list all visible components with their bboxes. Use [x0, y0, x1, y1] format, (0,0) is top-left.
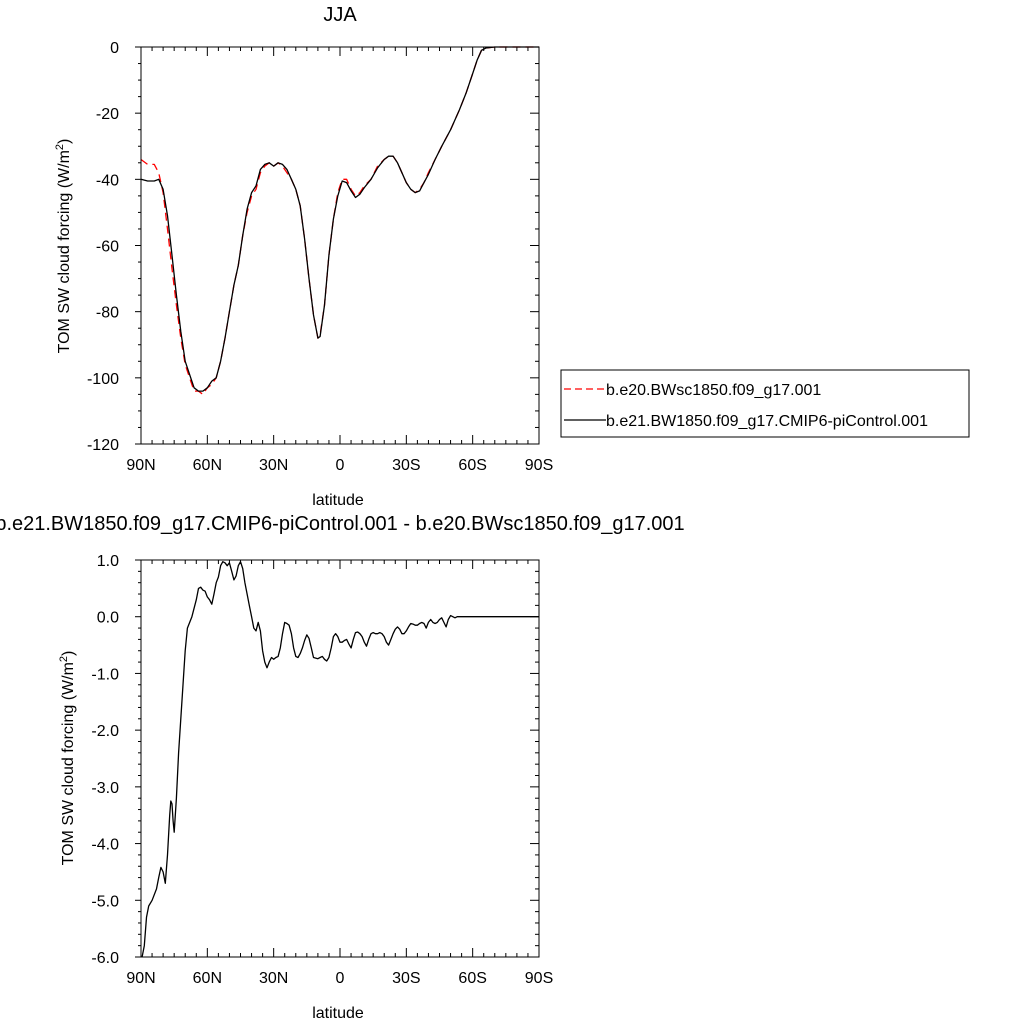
top-x-tick-label: 30N — [259, 457, 288, 474]
top-x-tick-label: 0 — [336, 457, 345, 474]
legend-item-2: b.e21.BW1850.f09_g17.CMIP6-piControl.001 — [606, 413, 928, 430]
bottom-x-tick-label: 30N — [259, 970, 288, 987]
top-y-tick-label: -60 — [96, 239, 119, 256]
top-x-tick-label: 90N — [126, 457, 155, 474]
top-y-tick-label: -40 — [96, 172, 119, 189]
bottom-x-tick-label: 0 — [336, 970, 345, 987]
top-y-tick-label: -20 — [96, 106, 119, 123]
bottom-y-tick-label: -5.0 — [91, 893, 119, 910]
top-x-tick-label: 90S — [525, 457, 553, 474]
bottom-y-tick-label: -4.0 — [91, 837, 119, 854]
bottom-plot-lines — [141, 561, 539, 958]
bottom-y-tick-label: -2.0 — [91, 723, 119, 740]
top-y-tick-label: -120 — [87, 437, 119, 454]
bottom-y-axis-label: TOM SW cloud forcing (W/m2) — [58, 651, 77, 866]
bottom-series-line-1 — [141, 561, 539, 958]
bottom-y-tick-label: 0.0 — [97, 610, 119, 627]
top-x-axis-label: latitude — [312, 492, 364, 509]
bottom-y-tick-label: 1.0 — [97, 553, 119, 570]
bottom-x-tick-label: 30S — [392, 970, 420, 987]
legend-item-1: b.e20.BWsc1850.f09_g17.001 — [606, 382, 821, 399]
bottom-axes: 90N 60N 30N 0 30S 60S 90S 1.0 0.0 -1.0 -2.0 -3.0 -4.… — [91, 553, 553, 987]
top-axes: 90N 60N 30N 0 30S 60S 90S 0 -20 -40 -60 -80 -100 -120 — [87, 40, 553, 474]
top-series-line-1 — [140, 46, 539, 396]
top-x-tick-label: 30S — [392, 457, 420, 474]
top-plot-lines — [140, 46, 539, 396]
top-panel-title: JJA — [323, 4, 357, 26]
top-plot-frame — [140, 46, 540, 445]
top-panel: JJA 90N 60N 30N 0 30S 60S 90S 0 -20 -40 -60 -80 -100… — [54, 4, 553, 509]
bottom-x-tick-label: 60N — [193, 970, 222, 987]
top-y-tick-label: 0 — [110, 40, 119, 57]
bottom-panel: b.e21.BW1850.f09_g17.CMIP6-piControl.001… — [0, 513, 685, 1022]
bottom-y-tick-label: -6.0 — [91, 950, 119, 967]
bottom-x-axis-label: latitude — [312, 1005, 364, 1022]
bottom-x-tick-label: 60S — [458, 970, 486, 987]
bottom-x-tick-label: 90S — [525, 970, 553, 987]
top-y-axis-label: TOM SW cloud forcing (W/m2) — [54, 139, 73, 354]
top-y-tick-label: -100 — [87, 371, 119, 388]
top-y-tick-label: -80 — [96, 305, 119, 322]
top-series-line-2 — [140, 46, 539, 392]
bottom-y-tick-label: -1.0 — [91, 666, 119, 683]
bottom-plot-frame — [140, 559, 540, 958]
bottom-panel-title: b.e21.BW1850.f09_g17.CMIP6-piControl.001… — [0, 513, 685, 535]
legend-box — [560, 369, 970, 438]
legend: b.e20.BWsc1850.f09_g17.001 b.e21.BW1850.… — [560, 369, 970, 438]
bottom-y-tick-label: -3.0 — [91, 780, 119, 797]
top-x-tick-label: 60N — [193, 457, 222, 474]
top-x-tick-label: 60S — [458, 457, 486, 474]
bottom-x-tick-label: 90N — [126, 970, 155, 987]
